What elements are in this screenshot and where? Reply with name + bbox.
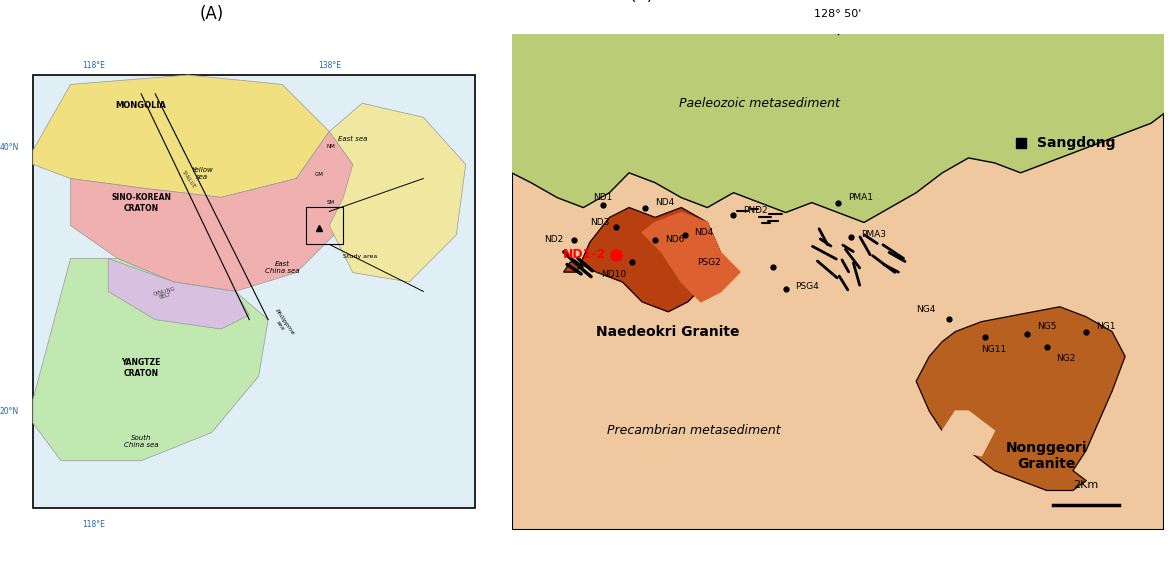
Text: ND3: ND3	[590, 218, 609, 227]
Text: Sangdong: Sangdong	[1037, 136, 1116, 150]
Text: 128° 50': 128° 50'	[814, 9, 862, 19]
Text: PSG4: PSG4	[795, 283, 820, 292]
Polygon shape	[71, 131, 353, 292]
Text: NG1: NG1	[1096, 322, 1115, 331]
Polygon shape	[33, 258, 268, 461]
Text: ND4: ND4	[655, 198, 674, 207]
Text: PND2: PND2	[743, 205, 768, 214]
Text: Nonggeori
Granite: Nonggeori Granite	[1005, 440, 1088, 471]
Text: PSG2: PSG2	[696, 258, 721, 267]
Text: ND4: ND4	[694, 228, 714, 237]
Text: ND10: ND10	[601, 270, 626, 279]
Text: (A): (A)	[200, 5, 223, 23]
Text: Philippine
sea: Philippine sea	[269, 308, 295, 340]
Text: Yellow
sea: Yellow sea	[192, 166, 213, 179]
Text: East
China sea: East China sea	[265, 261, 300, 274]
Text: ND1: ND1	[593, 193, 613, 202]
Polygon shape	[942, 411, 995, 456]
Polygon shape	[512, 34, 1164, 222]
Text: NG4: NG4	[916, 305, 936, 314]
Text: 40°N: 40°N	[0, 143, 19, 152]
Text: ND2: ND2	[544, 235, 563, 244]
Text: East sea: East sea	[339, 136, 367, 142]
Text: ND6: ND6	[664, 235, 684, 244]
Text: YANGTZE
CRATON: YANGTZE CRATON	[121, 358, 161, 378]
Polygon shape	[329, 103, 466, 282]
Polygon shape	[916, 307, 1125, 491]
Text: Naedeokri Granite: Naedeokri Granite	[596, 325, 740, 338]
Polygon shape	[108, 258, 249, 329]
Text: South
China sea: South China sea	[123, 435, 159, 448]
Text: Paeleozoic metasediment: Paeleozoic metasediment	[680, 97, 840, 110]
Text: MONGOLIA: MONGOLIA	[115, 101, 167, 110]
Text: 2Km: 2Km	[1074, 481, 1098, 491]
Text: NM: NM	[327, 144, 335, 149]
Polygon shape	[563, 208, 721, 312]
Text: SM: SM	[327, 200, 335, 205]
Text: Precambrian metasediment: Precambrian metasediment	[608, 424, 781, 438]
Text: SINO-KOREAN
CRATON: SINO-KOREAN CRATON	[111, 193, 172, 213]
Text: GM: GM	[315, 172, 325, 177]
Text: 118°E: 118°E	[82, 519, 106, 528]
Text: NG11: NG11	[982, 345, 1007, 354]
Text: QINLING
BELT: QINLING BELT	[152, 285, 178, 302]
Polygon shape	[642, 213, 740, 302]
Bar	[306, 207, 343, 244]
Text: Study area: Study area	[343, 254, 377, 259]
Text: ND1-2: ND1-2	[563, 248, 606, 261]
Text: PMA1: PMA1	[848, 193, 873, 202]
Polygon shape	[33, 75, 329, 197]
Text: 20°N: 20°N	[0, 407, 19, 416]
Text: 138°E: 138°E	[318, 61, 341, 70]
Text: (B): (B)	[630, 0, 654, 4]
Text: TANLUE: TANLUE	[180, 169, 196, 189]
Text: NG2: NG2	[1056, 354, 1076, 363]
Text: PMA3: PMA3	[861, 230, 886, 239]
Text: NG5: NG5	[1037, 322, 1056, 331]
Text: 118°E: 118°E	[82, 61, 106, 70]
